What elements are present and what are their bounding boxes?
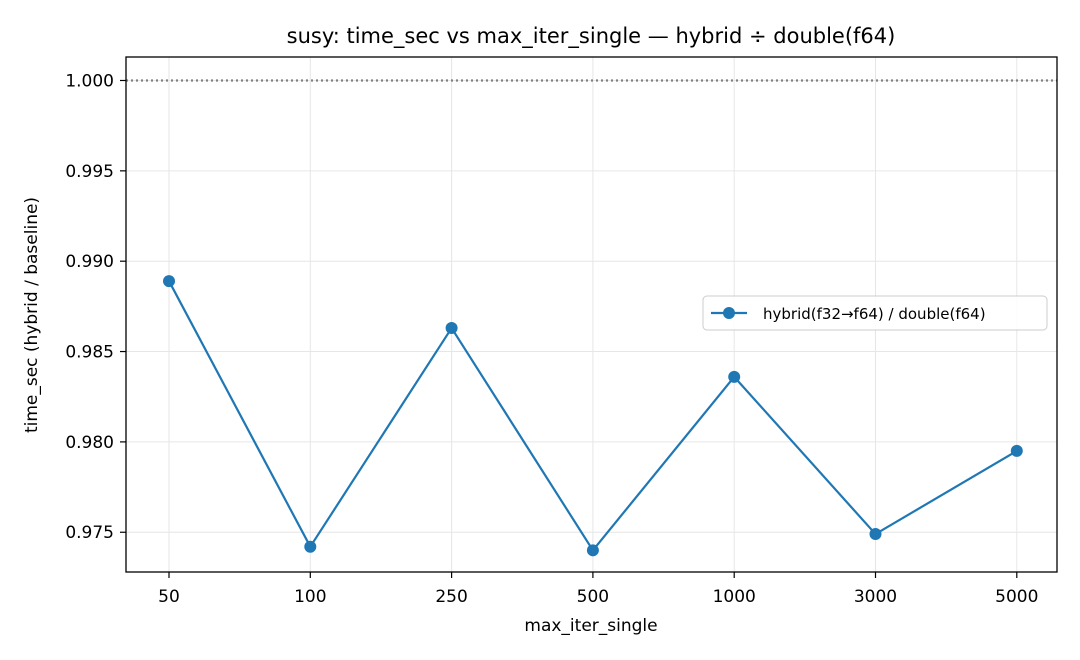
y-tick-label: 0.975 <box>65 523 114 543</box>
x-tick-label: 500 <box>577 587 609 607</box>
x-axis: 50 100 250 500 1000 3000 5000 <box>158 572 1038 607</box>
data-point <box>163 275 175 288</box>
x-axis-title: max_iter_single <box>524 616 657 636</box>
x-tick-label: 3000 <box>854 587 897 607</box>
legend-marker-swatch <box>723 307 735 319</box>
x-tick-label: 50 <box>158 587 180 607</box>
y-tick-label: 0.990 <box>65 252 114 272</box>
data-point <box>445 322 458 335</box>
x-tick-label: 1000 <box>713 587 756 607</box>
data-point <box>304 540 317 553</box>
y-tick-label: 0.980 <box>65 433 114 453</box>
y-tick-label: 0.985 <box>65 343 114 363</box>
y-axis: 0.975 0.980 0.985 0.990 0.995 1.000 <box>65 71 126 543</box>
x-tick-label: 250 <box>435 587 467 607</box>
legend-label: hybrid(f32→f64) / double(f64) <box>763 305 986 323</box>
data-point <box>869 528 882 541</box>
series-layer <box>163 275 1023 557</box>
y-tick-label: 0.995 <box>65 162 114 182</box>
data-point <box>586 544 599 557</box>
chart-title: susy: time_sec vs max_iter_single — hybr… <box>287 24 896 49</box>
data-point <box>728 370 741 383</box>
legend: hybrid(f32→f64) / double(f64) <box>702 295 1048 331</box>
legend-box <box>702 295 1048 331</box>
x-tick-label: 5000 <box>995 587 1038 607</box>
x-tick-label: 100 <box>294 587 326 607</box>
plot-frame <box>125 56 1058 573</box>
y-axis-title: time_sec (hybrid / baseline) <box>22 197 42 433</box>
grid <box>126 57 1057 572</box>
y-tick-label: 1.000 <box>65 71 114 91</box>
data-point <box>1010 444 1023 457</box>
